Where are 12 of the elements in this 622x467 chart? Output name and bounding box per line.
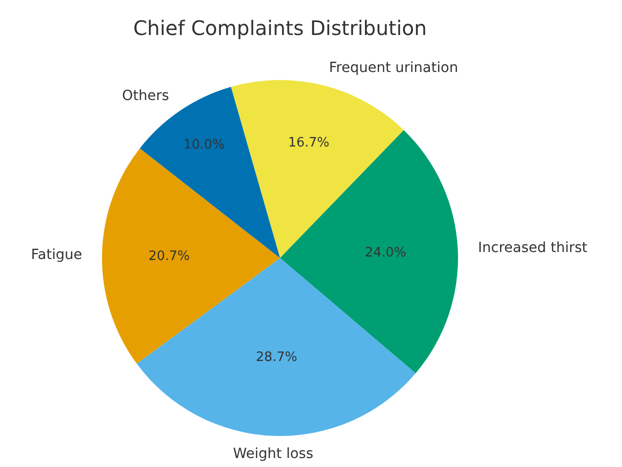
pie-slice — [230, 80, 404, 258]
data-label: 10.0% — [183, 138, 225, 153]
data-label: 20.7% — [148, 248, 190, 264]
slice-label: Increased thirst — [478, 240, 588, 256]
slice-label: Frequent urination — [329, 60, 458, 76]
chart-title: Chief Complaints Distribution — [133, 16, 427, 40]
slice-label: Fatigue — [31, 247, 82, 263]
data-label: 24.0% — [364, 245, 406, 260]
data-label: 28.7% — [256, 350, 298, 366]
data-label: 16.7% — [288, 135, 330, 150]
slice-label: Others — [122, 88, 170, 104]
slice-label: Weight loss — [233, 446, 314, 462]
